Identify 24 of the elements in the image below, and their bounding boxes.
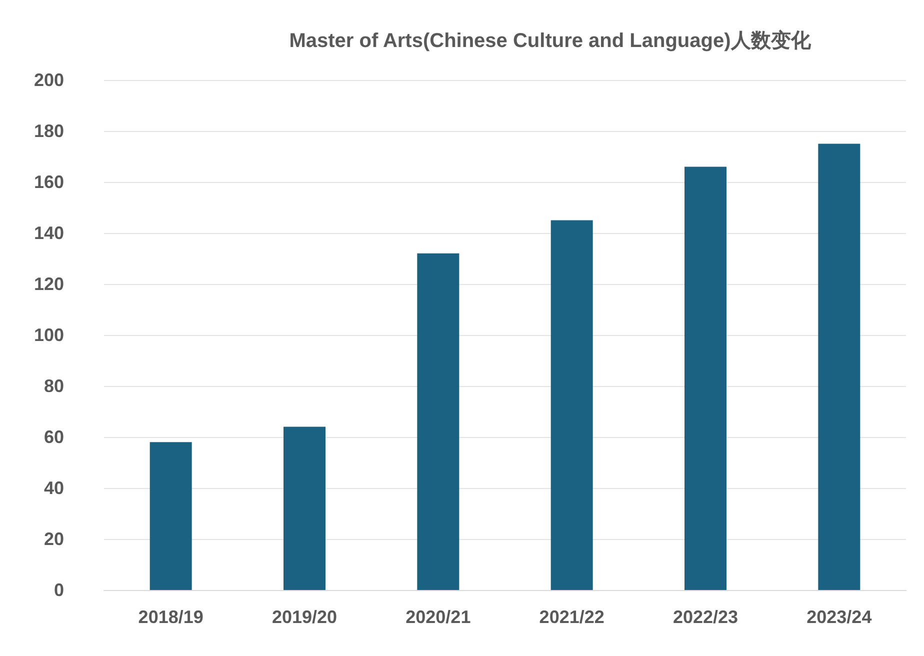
y-tick-label: 100	[34, 325, 64, 345]
bar	[284, 426, 326, 590]
y-tick-label: 140	[34, 223, 64, 243]
y-tick-label: 200	[34, 70, 64, 90]
y-tick-label: 20	[44, 529, 64, 549]
x-tick-label: 2018/19	[138, 607, 204, 627]
bar	[550, 220, 593, 590]
y-tick-label: 0	[54, 580, 64, 600]
y-tick-label: 80	[44, 376, 64, 396]
x-tick-label: 2023/24	[806, 607, 872, 627]
y-tick-label: 40	[44, 478, 64, 498]
x-tick-label: 2019/20	[272, 607, 338, 627]
bar	[417, 253, 460, 590]
chart-title: Master of Arts(Chinese Culture and Language)人数变化	[289, 29, 812, 52]
y-tick-label: 120	[34, 274, 64, 294]
y-tick-label: 160	[34, 172, 64, 192]
y-tick-label: 60	[44, 427, 64, 447]
x-tick-label: 2022/23	[672, 607, 738, 627]
bar	[818, 144, 860, 590]
y-tick-label: 180	[34, 121, 64, 141]
bar	[150, 442, 192, 590]
x-tick-label: 2020/21	[406, 607, 471, 627]
bar	[684, 166, 726, 590]
x-tick-label: 2021/22	[539, 607, 604, 627]
